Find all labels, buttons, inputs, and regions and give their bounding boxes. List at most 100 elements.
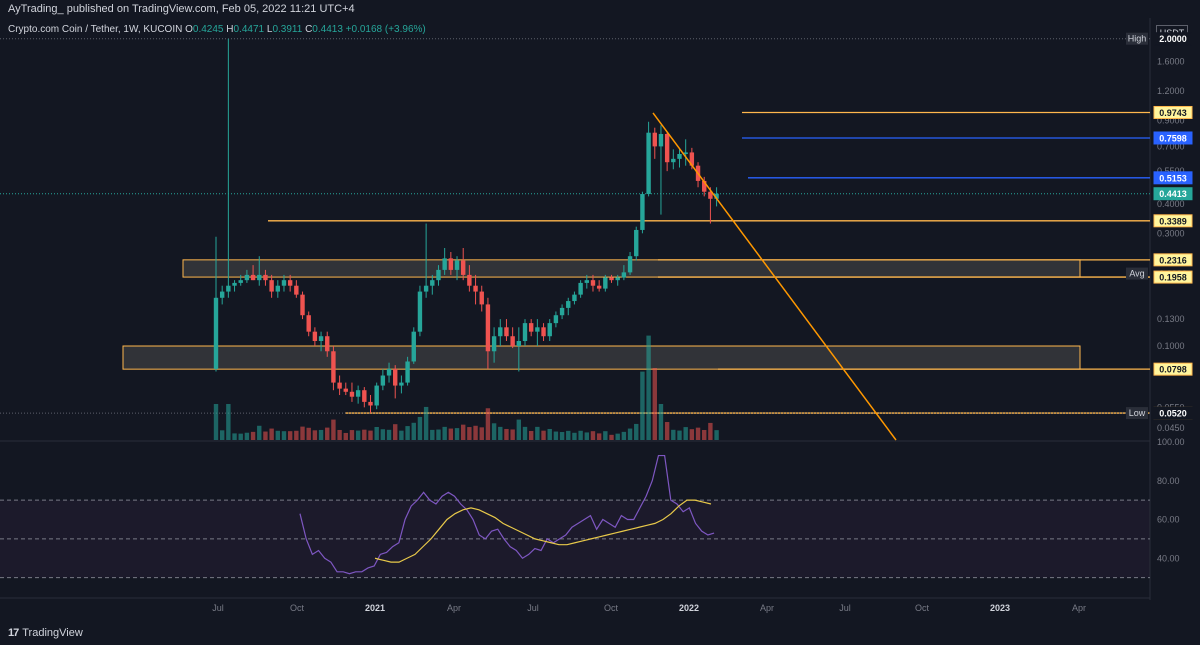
tradingview-logo[interactable]: 17 TradingView — [8, 627, 83, 639]
rsi-ma-line — [374, 499, 712, 563]
volume-bar — [226, 404, 231, 440]
candle-body — [306, 315, 311, 332]
candle-body — [671, 158, 676, 163]
volume-bar — [436, 429, 441, 440]
candle-body — [423, 285, 429, 292]
symbol-name[interactable]: Crypto.com Coin / Tether, 1W, KUCOIN — [8, 24, 183, 35]
time-axis-tick: Apr — [760, 603, 774, 613]
candle-body — [572, 294, 577, 302]
price-tag-caption: High — [1128, 34, 1147, 44]
candle-body — [380, 375, 386, 386]
volume-bar — [491, 423, 497, 440]
volume-bar — [368, 430, 373, 440]
volume-bar — [547, 428, 552, 440]
volume-bar — [609, 434, 614, 440]
candle-body — [436, 269, 441, 281]
volume-bar — [640, 371, 645, 440]
candle-body — [646, 132, 651, 195]
candle-body — [547, 323, 552, 337]
candle-body — [553, 315, 559, 324]
candle-body — [652, 132, 657, 147]
time-axis-tick: Jul — [527, 603, 539, 613]
volume-bar — [461, 424, 466, 440]
candle-body — [374, 385, 379, 406]
time-axis-tick: 2022 — [679, 603, 699, 613]
volume-bar — [374, 426, 379, 440]
volume-bar — [559, 432, 565, 440]
volume-bar — [250, 431, 256, 440]
candle-body — [399, 382, 404, 386]
price-tag-caption-bg — [1126, 32, 1148, 45]
volume-bar — [590, 431, 596, 440]
price-tag-value: 0.7598 — [1159, 133, 1187, 143]
rsi-axis-tick: 100.00 — [1157, 437, 1185, 447]
candle-body — [386, 368, 392, 376]
candle-body — [461, 260, 466, 275]
candle-body — [448, 258, 454, 270]
time-axis-tick: Oct — [290, 603, 305, 613]
time-axis-tick: 2021 — [365, 603, 385, 613]
price-tag-bg — [1153, 362, 1193, 376]
publisher-text: AyTrading_ published on TradingView.com,… — [8, 3, 355, 15]
volume-bar — [677, 430, 682, 440]
volume-bar — [325, 427, 330, 440]
candle-body — [238, 280, 243, 283]
candle-body — [349, 391, 355, 397]
volume-bar — [423, 406, 429, 440]
price-tag-bg — [1153, 253, 1193, 267]
candle-body — [467, 274, 472, 286]
candle-body — [603, 277, 608, 289]
time-axis-tick: 2023 — [990, 603, 1010, 613]
candle-body — [275, 285, 280, 292]
volume-bar — [238, 433, 243, 440]
candle-body — [343, 388, 348, 392]
close-label: C — [305, 24, 313, 35]
volume-bar — [380, 429, 386, 440]
volume-bar — [708, 422, 713, 440]
volume-bar — [652, 368, 657, 440]
volume-bar — [442, 426, 447, 440]
price-tag-caption-bg — [1126, 407, 1148, 420]
price-tag-bg — [1153, 406, 1193, 420]
volume-bar — [516, 419, 522, 440]
high-label: H — [226, 24, 234, 35]
candle-body — [393, 368, 398, 386]
price-tag-value: 0.3389 — [1159, 216, 1187, 226]
volume-bar — [219, 430, 225, 440]
candle-body — [634, 229, 639, 257]
price-tag-caption: Low — [1129, 408, 1146, 418]
high-value: 0.4471 — [233, 24, 265, 35]
price-tag-value: 0.5153 — [1159, 173, 1187, 183]
candle-body — [405, 361, 410, 383]
candle-body — [331, 351, 336, 383]
volume-bar — [269, 428, 274, 440]
volume-bar — [578, 430, 583, 440]
rsi-line — [299, 454, 715, 575]
candle-body — [683, 152, 688, 154]
price-axis-tick: 0.3000 — [1157, 228, 1185, 238]
candle-body — [578, 282, 583, 295]
candle-body — [615, 277, 620, 281]
price-tag-value: 0.0798 — [1159, 365, 1187, 375]
volume-bar — [281, 431, 287, 440]
price-axis-tick: 0.1300 — [1157, 314, 1185, 324]
candle-body — [454, 260, 460, 270]
volume-bar — [318, 429, 324, 440]
close-value: 0.4413 — [312, 24, 343, 35]
candle-body — [590, 280, 596, 286]
volume-bar — [566, 430, 571, 440]
volume-bar — [355, 430, 361, 440]
candle-body — [263, 274, 268, 281]
candle-body — [430, 280, 435, 286]
tradingview-logo-icon: 17 — [8, 627, 19, 639]
volume-bar — [232, 433, 237, 440]
volume-bar — [627, 428, 633, 440]
price-tag-value: 0.9743 — [1159, 108, 1187, 118]
price-tag-value: 0.1958 — [1159, 273, 1187, 283]
tradingview-logo-text: TradingView — [22, 627, 83, 639]
volume-bar — [393, 424, 398, 440]
candle-body — [287, 280, 293, 286]
candle-body — [362, 390, 367, 402]
candle-body — [417, 291, 423, 332]
